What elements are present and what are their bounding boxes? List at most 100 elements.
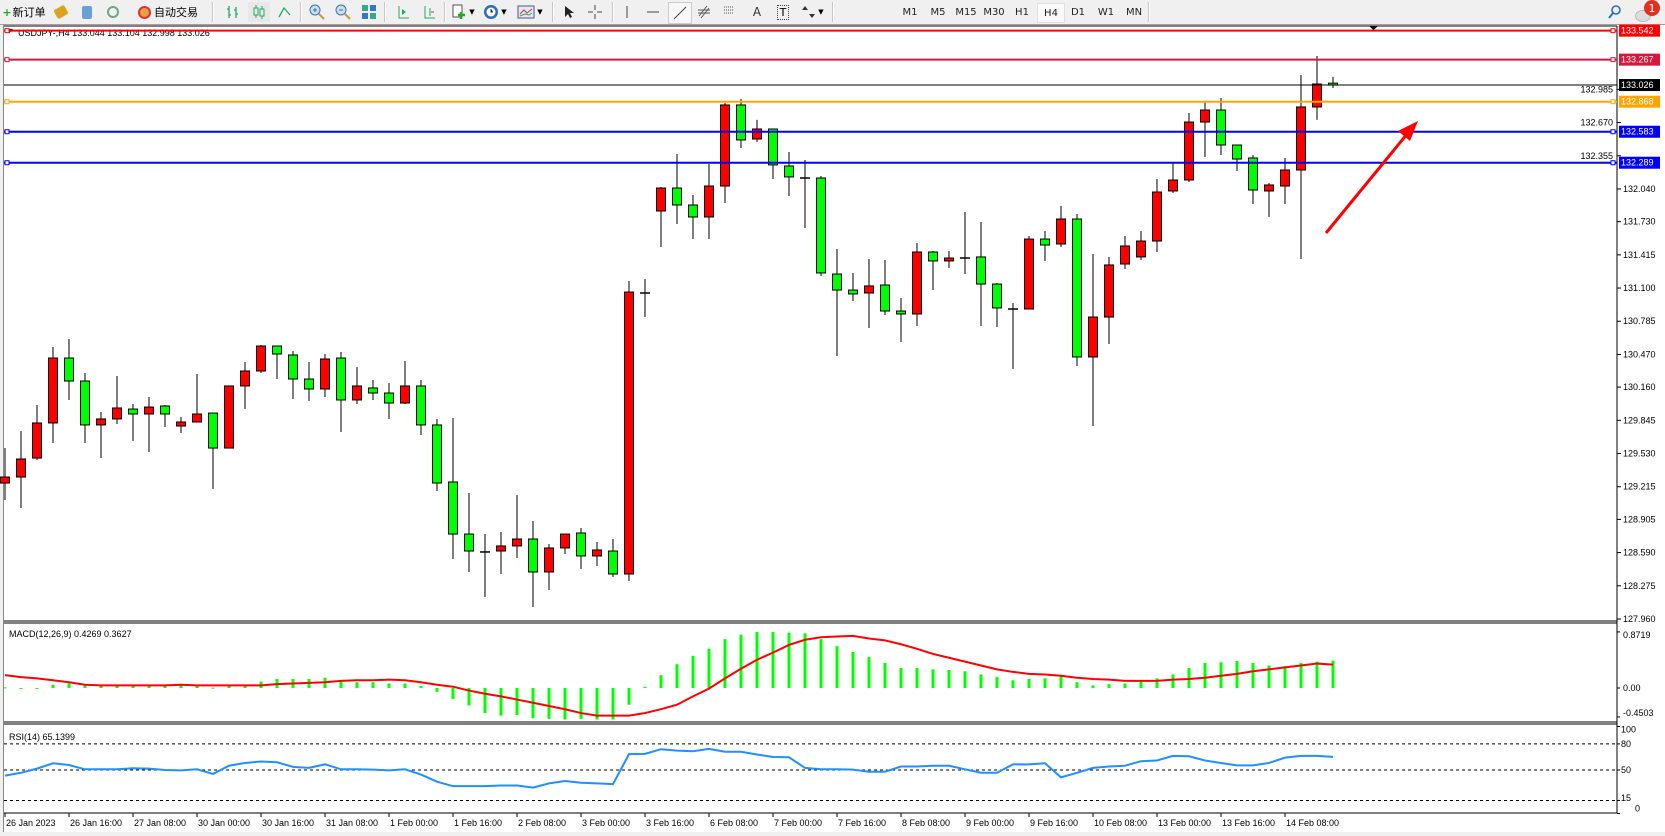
time-label: 8 Feb 08:00: [902, 818, 950, 828]
candle-body-bear: [1072, 218, 1082, 358]
level-handle[interactable]: [4, 99, 10, 105]
macd-histogram-bar: [195, 686, 199, 688]
text-label-icon[interactable]: T: [772, 2, 794, 22]
candle-body-bull: [1088, 316, 1098, 358]
tile-windows-icon[interactable]: [358, 2, 380, 22]
timeframe-h4[interactable]: H4: [1037, 3, 1065, 23]
level-handle[interactable]: [1610, 28, 1616, 34]
navigator-icon[interactable]: [76, 2, 98, 22]
timeframe-m30[interactable]: M30: [983, 6, 1005, 18]
macd-histogram-bar: [515, 688, 519, 716]
candle: [736, 98, 746, 148]
status-strip: [0, 832, 1665, 836]
candle: [0, 448, 10, 501]
candle-body-bear: [736, 104, 746, 141]
timeframe-w1[interactable]: W1: [1097, 6, 1115, 18]
fibo-channel-icon[interactable]: [720, 2, 742, 22]
level-price-label: 132.583: [1621, 127, 1654, 137]
cursor-icon[interactable]: [558, 2, 580, 22]
macd-histogram-bar: [387, 683, 391, 688]
macd-histogram-bar: [787, 632, 791, 688]
candle-body-bull: [544, 547, 554, 573]
candle: [144, 397, 154, 453]
chart-shift-icon[interactable]: [418, 2, 440, 22]
zoom-in-icon[interactable]: [306, 2, 328, 22]
timeframe-mn[interactable]: MN: [1125, 6, 1143, 18]
candle: [1040, 231, 1050, 261]
candle-body-bull: [704, 185, 714, 218]
candle-body-bull: [1024, 238, 1034, 310]
macd-label: MACD(12,26,9) 0.4269 0.3627: [9, 629, 132, 639]
timeframe-m5[interactable]: M5: [930, 6, 946, 18]
macd-histogram-bar: [227, 685, 231, 688]
macd-histogram-bar: [803, 633, 807, 688]
price-tick-label: 131.100: [1623, 283, 1656, 293]
macd-histogram-bar: [819, 639, 823, 688]
bar-chart-icon[interactable]: [222, 2, 244, 22]
text-icon[interactable]: A: [746, 2, 768, 22]
candle-body-bear: [784, 165, 794, 178]
vertical-line-icon[interactable]: [616, 2, 638, 22]
candle: [336, 352, 346, 433]
new-order-button[interactable]: + 新订单: [2, 2, 46, 22]
crosshair-icon[interactable]: [584, 2, 606, 22]
current-price-label: 133.026: [1621, 80, 1654, 90]
candle: [704, 163, 714, 240]
macd-axis-label: -0.4503: [1623, 708, 1654, 718]
level-handle[interactable]: [4, 28, 10, 34]
arrows-button[interactable]: ▼: [798, 2, 828, 22]
level-handle[interactable]: [1610, 129, 1616, 135]
level-handle[interactable]: [4, 57, 10, 63]
macd-histogram-bar: [675, 664, 679, 688]
level-handle[interactable]: [1610, 99, 1616, 105]
auto-scroll-icon[interactable]: [392, 2, 414, 22]
line-chart-icon[interactable]: [274, 2, 296, 22]
level-handle[interactable]: [1610, 57, 1616, 63]
macd-histogram-bar: [739, 634, 743, 688]
indicators-button[interactable]: ▼: [448, 2, 478, 22]
candle-body-bear: [832, 273, 842, 291]
chart-shift-marker-icon[interactable]: [1369, 26, 1378, 30]
candle-body-bull: [240, 370, 250, 387]
time-label: 30 Jan 00:00: [198, 818, 250, 828]
autotrade-button[interactable]: 自动交易: [130, 2, 206, 22]
level-handle[interactable]: [4, 160, 10, 166]
macd-histogram-bar: [3, 687, 7, 689]
timeframe-h1[interactable]: H1: [1015, 6, 1029, 18]
macd-histogram-bar: [147, 685, 151, 688]
macd-histogram-bar: [1283, 666, 1287, 688]
timeframe-m15[interactable]: M15: [955, 6, 977, 18]
candlestick-icon[interactable]: [248, 2, 270, 22]
toolbar-separator: [1148, 2, 1150, 22]
level-handle[interactable]: [4, 129, 10, 135]
horizontal-line-icon[interactable]: [642, 2, 664, 22]
candle-body-bear: [208, 412, 218, 449]
zoom-out-icon[interactable]: [332, 2, 354, 22]
time-label: 6 Feb 08:00: [710, 818, 758, 828]
candle-body-bear: [688, 204, 698, 218]
fibonacci-icon[interactable]: [694, 2, 716, 22]
timeframe-m1[interactable]: M1: [902, 6, 918, 18]
candle: [1280, 157, 1290, 205]
chart-window[interactable]: [3, 25, 1665, 836]
search-icon[interactable]: [1604, 2, 1626, 22]
candle-body-bull: [592, 549, 602, 557]
candle-body-bear: [576, 532, 586, 557]
candle-body-bull: [144, 406, 154, 415]
macd-histogram-bar: [243, 685, 247, 688]
candle: [608, 539, 618, 578]
candle-body-bull: [1312, 83, 1322, 108]
trend-arrow[interactable]: [1324, 127, 1414, 234]
candle-body-bear: [304, 378, 314, 390]
periods-button[interactable]: ▼: [480, 2, 510, 22]
macd-histogram-bar: [19, 688, 23, 689]
timeframe-d1[interactable]: D1: [1070, 6, 1086, 18]
trendline-icon[interactable]: [668, 2, 692, 24]
level-handle[interactable]: [1610, 160, 1616, 166]
signals-icon[interactable]: [102, 2, 124, 22]
level-price-label: 132.289: [1621, 158, 1654, 168]
templates-button[interactable]: ▼: [514, 2, 546, 22]
candle-body-bear: [768, 128, 778, 166]
candle: [208, 412, 218, 490]
